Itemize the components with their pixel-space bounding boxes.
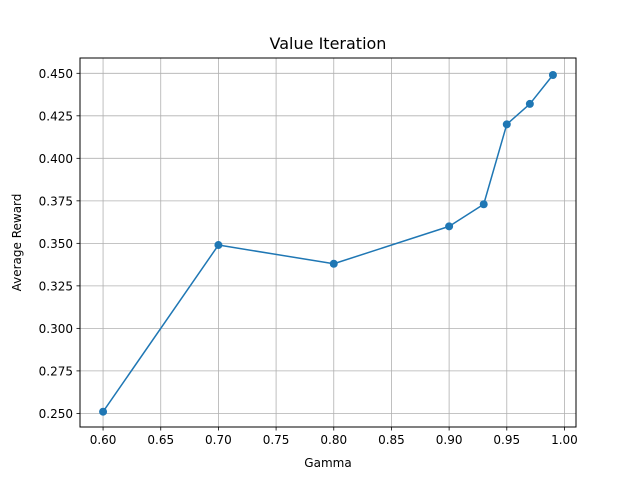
x-tick-label: 1.00 bbox=[551, 433, 578, 447]
y-tick-label: 0.350 bbox=[39, 237, 73, 251]
grid-lines bbox=[80, 58, 576, 427]
x-tick-label: 0.75 bbox=[263, 433, 290, 447]
x-tick-label: 0.65 bbox=[147, 433, 174, 447]
y-tick-label: 0.450 bbox=[39, 67, 73, 81]
data-point bbox=[445, 222, 454, 231]
plot-frame bbox=[79, 57, 577, 428]
y-tick-label: 0.250 bbox=[39, 407, 73, 421]
y-axis-label: Average Reward bbox=[10, 194, 24, 292]
y-tick-label: 0.325 bbox=[39, 279, 73, 293]
y-tick-label: 0.275 bbox=[39, 364, 73, 378]
x-tick-label: 0.95 bbox=[493, 433, 520, 447]
x-axis-label: Gamma bbox=[304, 456, 351, 470]
data-point bbox=[214, 241, 223, 250]
series-layer bbox=[99, 71, 557, 416]
data-point bbox=[329, 259, 338, 268]
data-point bbox=[99, 407, 108, 416]
y-axis-ticks: 0.250 0.275 0.300 0.325 0.350 0.375 0.400 0.425… bbox=[39, 67, 80, 421]
y-tick-label: 0.400 bbox=[39, 152, 73, 166]
x-tick-label: 0.90 bbox=[436, 433, 463, 447]
x-tick-label: 0.80 bbox=[320, 433, 347, 447]
chart-title: Value Iteration bbox=[270, 34, 387, 53]
data-point bbox=[479, 200, 488, 209]
x-tick-label: 0.70 bbox=[205, 433, 232, 447]
x-tick-label: 0.60 bbox=[90, 433, 117, 447]
data-point bbox=[525, 99, 534, 108]
data-point bbox=[548, 71, 557, 80]
data-point bbox=[502, 120, 511, 129]
y-tick-label: 0.300 bbox=[39, 322, 73, 336]
y-tick-label: 0.375 bbox=[39, 194, 73, 208]
y-tick-label: 0.425 bbox=[39, 109, 73, 123]
x-axis-ticks: 0.60 0.65 0.70 0.75 0.80 0.85 0.90 0.95 1.00 bbox=[90, 427, 578, 447]
series-line bbox=[102, 74, 554, 413]
x-tick-label: 0.85 bbox=[378, 433, 405, 447]
